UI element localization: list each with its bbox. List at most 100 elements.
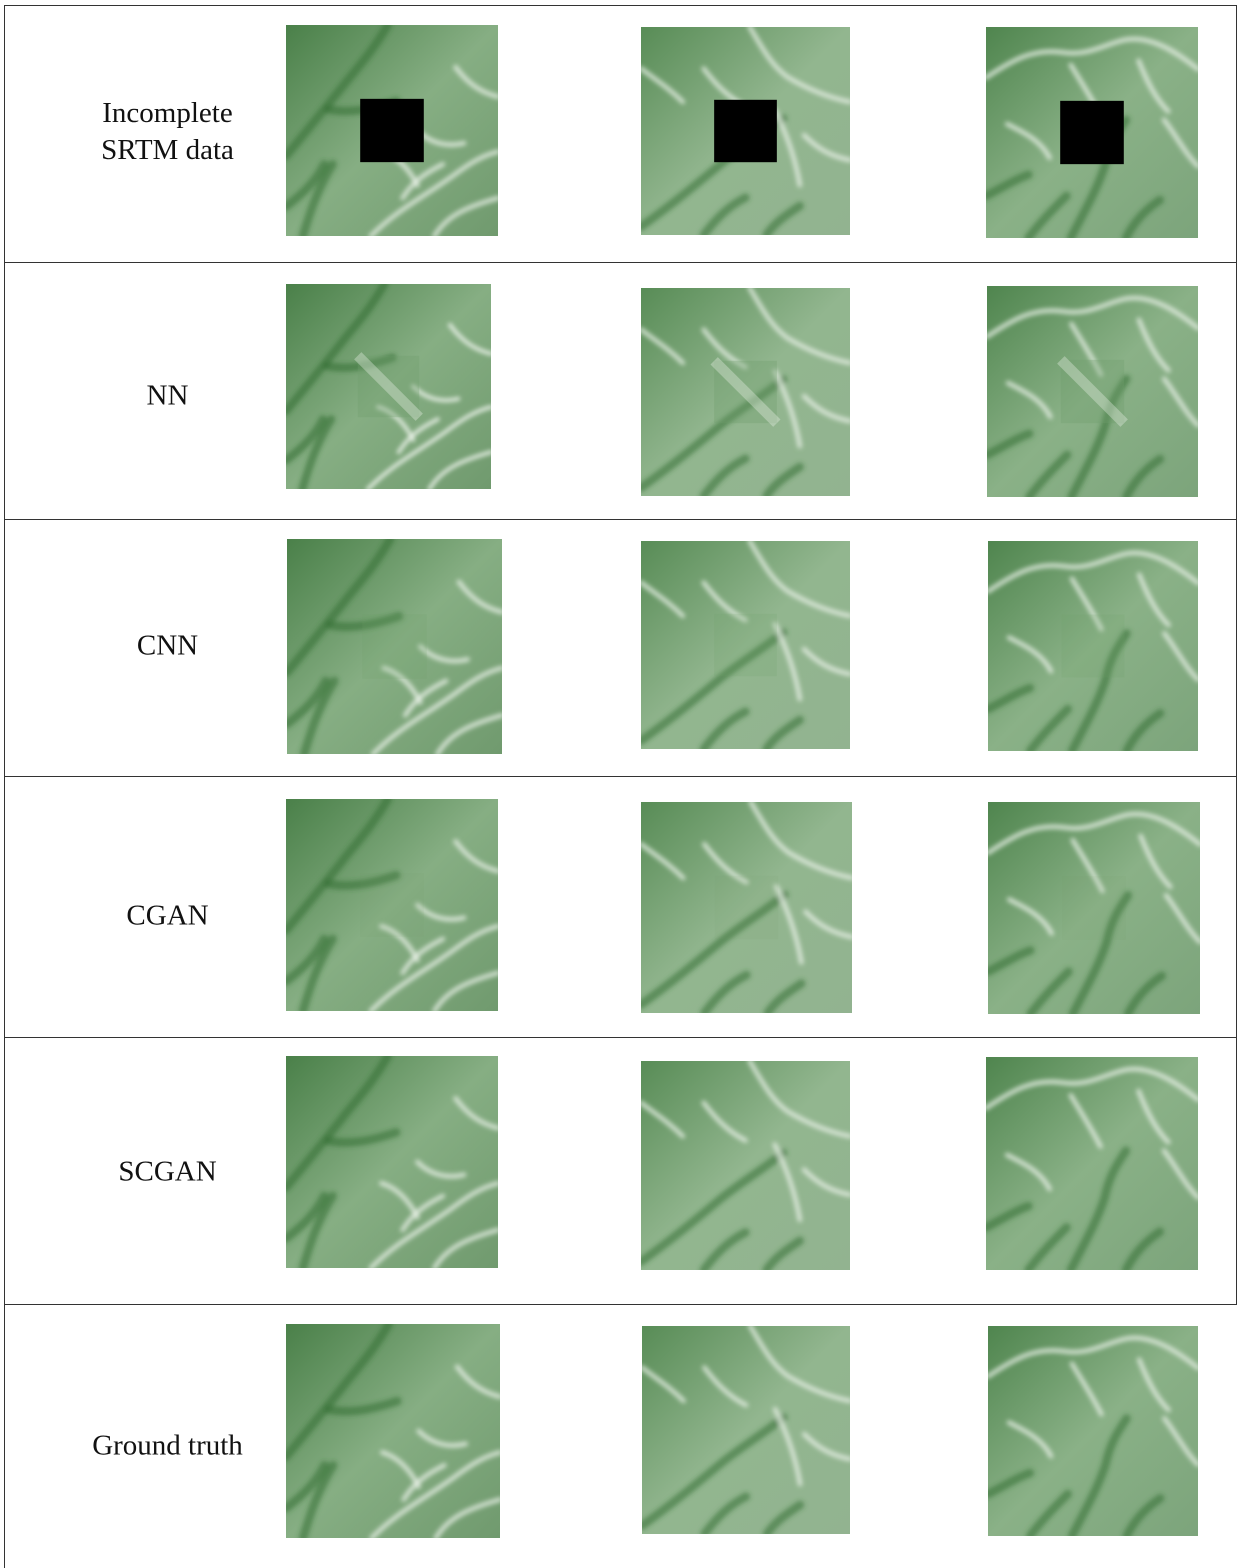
- ridge-stroke: [375, 404, 416, 443]
- terrain-image: [641, 1061, 850, 1270]
- table-rule: [4, 519, 1237, 520]
- ridge-stroke: [803, 909, 852, 940]
- terrain-base: [286, 1056, 498, 1268]
- valley-stroke: [298, 160, 337, 236]
- ridge-stroke: [1069, 1361, 1104, 1417]
- valley-stroke: [699, 193, 750, 235]
- ridge-stroke: [1068, 1092, 1103, 1149]
- valley-stroke: [986, 1201, 1033, 1232]
- ridge-stroke: [988, 1335, 1198, 1379]
- ridge-stroke: [432, 1227, 498, 1268]
- valley-stroke: [699, 1228, 750, 1270]
- valley-stroke: [988, 683, 1035, 714]
- valley-stroke: [324, 1128, 401, 1147]
- ridge-stroke: [773, 884, 804, 965]
- table-rule: [4, 1304, 1237, 1305]
- table-rule: [4, 1037, 1237, 1038]
- valley-stroke: [286, 415, 327, 465]
- ridge-stroke: [701, 841, 749, 885]
- valley-stroke: [1122, 1494, 1165, 1536]
- ridge-stroke: [702, 1365, 749, 1408]
- valley-stroke: [298, 1460, 338, 1538]
- valley-stroke: [1066, 1146, 1131, 1270]
- ridge-stroke: [1006, 897, 1054, 936]
- valley-stroke: [763, 979, 806, 1013]
- terrain-image: [642, 1326, 850, 1534]
- ridge-stroke: [1161, 117, 1198, 169]
- terrain-image: [641, 802, 852, 1013]
- ridge-stroke: [381, 665, 423, 705]
- valley-stroke: [699, 707, 750, 749]
- row-label: CNN: [40, 628, 295, 665]
- ridge-stroke: [1136, 58, 1171, 114]
- ridge-stroke: [453, 1096, 498, 1131]
- valley-stroke: [298, 1191, 337, 1268]
- ridge-stroke: [415, 1159, 467, 1179]
- ridge-stroke: [368, 149, 498, 236]
- valley-stroke: [699, 454, 750, 496]
- valley-stroke: [1025, 704, 1072, 751]
- ridge-stroke: [456, 579, 502, 615]
- ridge-stroke: [772, 107, 803, 188]
- ridge-stroke: [432, 195, 498, 236]
- filled-region: [1062, 876, 1126, 940]
- ridge-stroke: [801, 1167, 850, 1198]
- ridge-stroke: [427, 449, 491, 489]
- filled-region: [360, 873, 424, 937]
- ridge-stroke: [432, 970, 498, 1011]
- terrain-image: [641, 288, 850, 496]
- valley-stroke: [988, 946, 1035, 976]
- valley-stroke: [1068, 891, 1133, 1014]
- valley-stroke: [762, 201, 805, 235]
- filled-region: [357, 355, 420, 418]
- filled-region: [714, 613, 777, 677]
- valley-stroke: [700, 1492, 751, 1534]
- valley-stroke: [1025, 1489, 1072, 1536]
- ridge-stroke: [1138, 833, 1173, 890]
- valley-stroke: [298, 415, 336, 489]
- ridge-stroke: [701, 327, 748, 370]
- ridge-stroke: [379, 923, 420, 963]
- ridge-stroke: [641, 580, 686, 619]
- ridge-stroke: [379, 1180, 420, 1220]
- ridge-stroke: [1069, 576, 1104, 632]
- valley-stroke: [642, 1413, 788, 1530]
- valley-stroke: [286, 799, 392, 935]
- valley-stroke: [286, 25, 392, 161]
- ridge-stroke: [1163, 892, 1200, 945]
- terrain-image: [988, 541, 1198, 751]
- ridge-stroke: [400, 1193, 446, 1233]
- ridge-stroke: [416, 1428, 469, 1448]
- ridge-stroke: [1005, 380, 1053, 420]
- ridge-stroke: [801, 646, 850, 677]
- table-rule-left: [4, 5, 5, 1568]
- row-label: NN: [40, 378, 295, 415]
- ridge-stroke: [1136, 317, 1171, 373]
- valley-stroke: [986, 170, 1033, 201]
- valley-stroke: [286, 160, 329, 211]
- valley-stroke: [1122, 709, 1165, 751]
- ridge-stroke: [1162, 1416, 1198, 1467]
- table-rule-right: [1236, 5, 1237, 1305]
- missing-data-mask: [360, 98, 424, 163]
- missing-data-mask: [714, 99, 777, 163]
- valley-stroke: [641, 628, 788, 745]
- ridge-stroke: [641, 66, 686, 105]
- terrain-image: [988, 1326, 1198, 1536]
- valley-stroke: [1067, 374, 1131, 497]
- valley-stroke: [1121, 195, 1165, 238]
- row-label-line: SCGAN: [118, 1155, 217, 1188]
- terrain-image: [286, 284, 491, 489]
- ridge-stroke: [396, 417, 440, 455]
- ridge-stroke: [410, 384, 461, 403]
- ridge-stroke: [772, 1406, 803, 1487]
- terrain-image: [286, 25, 498, 236]
- ridge-stroke: [642, 1365, 686, 1404]
- terrain-image: [287, 539, 502, 754]
- ridge-stroke: [400, 936, 446, 976]
- ridge-stroke: [369, 1450, 500, 1538]
- filled-region: [1061, 614, 1125, 678]
- terrain-image: [286, 1324, 500, 1538]
- ridge-stroke: [747, 27, 850, 105]
- ridge-stroke: [747, 1061, 850, 1139]
